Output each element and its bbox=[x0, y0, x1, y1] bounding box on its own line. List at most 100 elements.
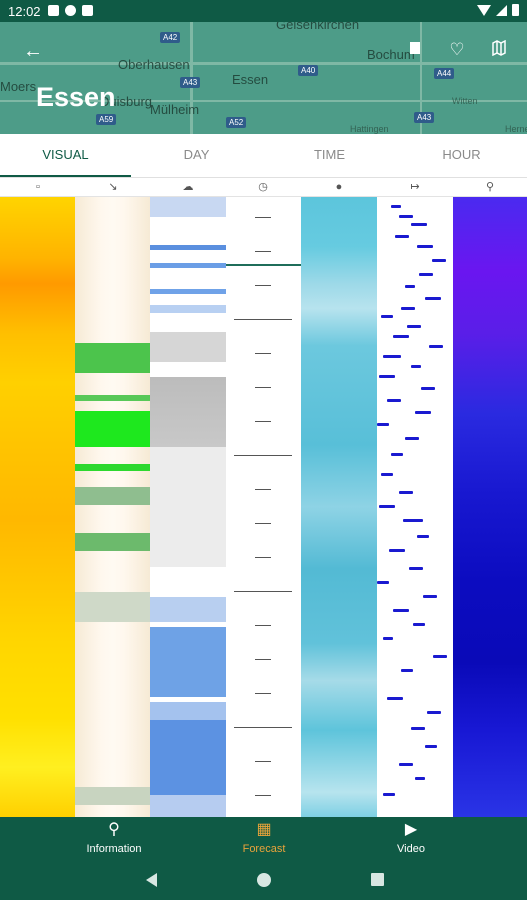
bookmark-icon[interactable] bbox=[404, 40, 426, 60]
hour-tick bbox=[255, 693, 271, 694]
precip-dash bbox=[419, 273, 433, 276]
cloud-band bbox=[150, 720, 226, 795]
hour-tick bbox=[255, 387, 271, 388]
hour-tick bbox=[255, 217, 271, 218]
precip-dash bbox=[379, 505, 395, 508]
hour-tick bbox=[255, 625, 271, 626]
precip-dash bbox=[417, 245, 433, 248]
precip-dash bbox=[429, 345, 443, 348]
cloud-band bbox=[150, 332, 226, 362]
highway-marker: A42 bbox=[160, 32, 181, 43]
tab-hour[interactable]: HOUR bbox=[442, 147, 481, 162]
map-label: Herne bbox=[505, 124, 527, 134]
cloud-band bbox=[150, 305, 226, 313]
day-tick bbox=[234, 319, 292, 320]
status-time: 12:02 bbox=[8, 4, 41, 19]
city-name: Essen bbox=[36, 82, 116, 112]
precip-dash bbox=[407, 325, 421, 328]
map-icon[interactable] bbox=[488, 39, 510, 60]
cloud-band bbox=[150, 597, 226, 622]
precip-dash bbox=[395, 235, 409, 238]
precip-dash bbox=[383, 793, 395, 796]
precip-dash bbox=[399, 491, 413, 494]
nav-video[interactable]: ▶ Video bbox=[351, 820, 471, 855]
day-tick bbox=[234, 591, 292, 592]
wind-band bbox=[75, 343, 150, 373]
heart-icon[interactable]: ♡ bbox=[449, 40, 465, 59]
precip-dash bbox=[377, 581, 389, 584]
map-label: Gelsenkirchen bbox=[276, 22, 360, 32]
day-tick bbox=[234, 727, 292, 728]
cloud-cover-column bbox=[150, 197, 226, 817]
notification-icons bbox=[48, 5, 93, 16]
wind-band bbox=[75, 464, 150, 471]
wifi-icon bbox=[477, 4, 491, 16]
pressure-pin-icon: ⚲ bbox=[485, 181, 495, 193]
map-header: Gelsenkirchen Oberhausen Essen Bochum Mo… bbox=[0, 22, 527, 134]
hour-tick bbox=[255, 557, 271, 558]
precip-dash bbox=[411, 365, 421, 368]
precip-dash bbox=[381, 315, 393, 318]
nav-forecast[interactable]: ▦ Forecast bbox=[204, 820, 324, 855]
precip-dash bbox=[417, 535, 429, 538]
time-column bbox=[226, 197, 301, 817]
precip-dash bbox=[377, 423, 389, 426]
cloud-band bbox=[150, 377, 226, 447]
notification-icon bbox=[82, 5, 93, 16]
hour-tick bbox=[255, 489, 271, 490]
wind-band bbox=[75, 787, 150, 805]
precip-dash bbox=[432, 259, 446, 262]
cloud-icon: ☁ bbox=[182, 181, 194, 193]
system-recents-icon[interactable] bbox=[371, 873, 384, 886]
wind-band bbox=[75, 487, 150, 505]
hour-tick bbox=[255, 761, 271, 762]
highway-marker: A43 bbox=[414, 112, 435, 123]
system-nav-bar bbox=[0, 863, 527, 900]
system-back-icon[interactable] bbox=[146, 873, 157, 887]
precip-dash bbox=[421, 387, 435, 390]
precip-dash bbox=[379, 375, 395, 378]
calendar-icon: ▦ bbox=[256, 821, 272, 838]
tab-visual[interactable]: VISUAL bbox=[42, 147, 89, 162]
precip-dash bbox=[413, 623, 425, 626]
cloud-band bbox=[150, 447, 226, 567]
precipitation-icon: ↦ bbox=[410, 181, 420, 193]
hour-tick bbox=[255, 285, 271, 286]
wind-band bbox=[75, 411, 150, 447]
wind-band bbox=[75, 533, 150, 551]
hour-tick bbox=[255, 795, 271, 796]
system-home-icon[interactable] bbox=[257, 873, 271, 887]
precip-dash bbox=[425, 297, 441, 300]
tab-time[interactable]: TIME bbox=[313, 147, 346, 162]
precip-dash bbox=[415, 411, 431, 414]
precip-dash bbox=[383, 637, 393, 640]
current-time-line bbox=[226, 264, 301, 266]
active-tab-indicator bbox=[0, 175, 131, 177]
precip-dash bbox=[415, 777, 425, 780]
precip-dash bbox=[405, 285, 415, 288]
precip-dash bbox=[433, 655, 447, 658]
clock-icon: ◷ bbox=[258, 181, 268, 193]
wind-icon: ↘ bbox=[108, 181, 118, 193]
location-pin-icon: ⚲ bbox=[108, 821, 120, 838]
bottom-nav: ⚲ Information ▦ Forecast ▶ Video bbox=[0, 817, 527, 863]
back-arrow-icon[interactable]: ← bbox=[23, 40, 43, 62]
precip-dash bbox=[387, 697, 403, 700]
highway-marker: A52 bbox=[226, 117, 247, 128]
visual-forecast-grid[interactable] bbox=[0, 197, 527, 817]
map-label: Essen bbox=[232, 72, 269, 87]
highway-marker: A44 bbox=[434, 68, 455, 79]
highway-marker: A43 bbox=[180, 77, 201, 88]
map-label: Bochum bbox=[367, 47, 415, 62]
status-bar: 12:02 bbox=[0, 0, 527, 22]
precip-dash bbox=[411, 727, 425, 730]
tab-day[interactable]: DAY bbox=[183, 147, 210, 162]
map-road bbox=[420, 22, 422, 134]
bookmark-icon-svg bbox=[410, 42, 420, 54]
hour-tick bbox=[255, 421, 271, 422]
tab-bar: VISUAL DAY TIME HOUR bbox=[0, 134, 527, 178]
notification-icon bbox=[48, 5, 59, 16]
precip-dash bbox=[393, 335, 409, 338]
nav-information[interactable]: ⚲ Information bbox=[54, 820, 174, 855]
